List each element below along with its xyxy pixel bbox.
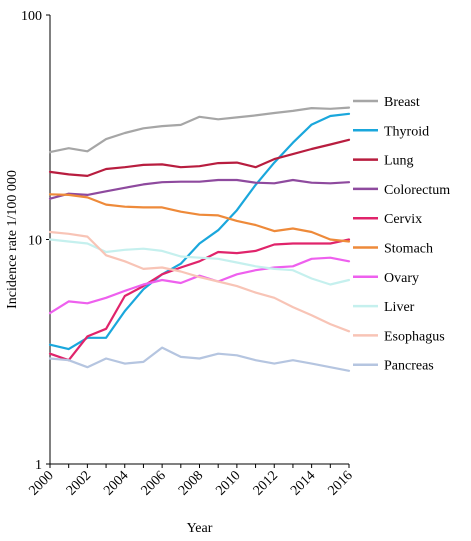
y-tick-label-100: 100 — [21, 9, 42, 24]
x-axis-ticks: 2000 2002 2004 2006 2008 2010 2012 2014 2016 — [26, 464, 356, 499]
y-axis-ticks: 1 10 100 — [21, 9, 50, 473]
x-tick-label-2016: 2016 — [325, 468, 355, 498]
legend-label: Pancreas — [384, 359, 434, 374]
y-tick-label-1: 1 — [35, 458, 42, 473]
legend-item-cervix: Cervix — [353, 212, 422, 227]
legend-label: Lung — [384, 154, 414, 169]
legend-label: Esophagus — [384, 329, 445, 344]
legend-item-liver: Liver — [353, 300, 415, 315]
legend-item-esophagus: Esophagus — [353, 329, 445, 344]
x-tick-label-2014: 2014 — [288, 468, 318, 498]
series-layer — [48, 106, 351, 372]
series-line-breast — [48, 106, 351, 154]
legend-item-thyroid: Thyroid — [353, 124, 429, 139]
series-line-thyroid — [48, 112, 351, 351]
x-axis-title: Year — [187, 521, 213, 536]
x-tick-label-2008: 2008 — [176, 468, 206, 498]
series-line-colorectum — [48, 178, 351, 200]
legend-label: Liver — [384, 300, 415, 315]
legend-label: Stomach — [384, 242, 433, 257]
legend-label: Cervix — [384, 212, 422, 227]
legend-item-breast: Breast — [353, 95, 420, 110]
legend-label: Breast — [384, 95, 420, 110]
x-tick-label-2010: 2010 — [213, 468, 243, 498]
legend-item-lung: Lung — [353, 154, 414, 169]
legend-label: Ovary — [384, 271, 419, 286]
legend-item-ovary: Ovary — [353, 271, 419, 286]
x-tick-label-2012: 2012 — [251, 468, 281, 498]
legend-label: Colorectum — [384, 183, 450, 198]
series-line-esophagus — [48, 230, 351, 333]
series-line-lung — [48, 138, 351, 177]
series-line-pancreas — [48, 346, 351, 372]
series-line-stomach — [48, 193, 351, 243]
x-tick-label-2004: 2004 — [101, 468, 131, 498]
series-line-ovary — [48, 256, 351, 315]
x-tick-label-2006: 2006 — [139, 468, 169, 498]
legend: Breast Thyroid Lung Colorectum Cervix Stomach… — [353, 95, 450, 374]
y-tick-label-10: 10 — [28, 234, 42, 249]
x-tick-label-2002: 2002 — [64, 468, 94, 498]
y-axis-title: Incidence rate 1/100 000 — [5, 170, 20, 309]
series-line-cervix — [48, 238, 351, 362]
legend-item-stomach: Stomach — [353, 242, 433, 257]
legend-item-colorectum: Colorectum — [353, 183, 450, 198]
axes — [49, 15, 349, 465]
x-tick-label-2000: 2000 — [26, 468, 56, 498]
legend-item-pancreas: Pancreas — [353, 359, 434, 374]
legend-label: Thyroid — [384, 124, 429, 139]
